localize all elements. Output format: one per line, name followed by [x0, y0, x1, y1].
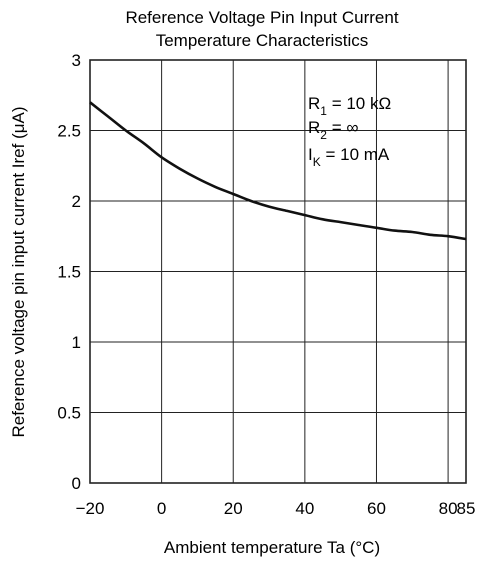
- x-tick-label: 80: [439, 499, 458, 518]
- x-tick-label: 60: [367, 499, 386, 518]
- x-tick-label: 20: [224, 499, 243, 518]
- chart-title: Reference Voltage Pin Input Current Temp…: [125, 8, 398, 50]
- y-axis-label: Reference voltage pin input current Iref…: [9, 106, 28, 437]
- x-tick-label: 40: [295, 499, 314, 518]
- y-tick-label: 2: [72, 192, 81, 211]
- y-tick-label: 2.5: [57, 122, 81, 141]
- x-tick-label: −20: [76, 499, 105, 518]
- chart-title-line-1: Reference Voltage Pin Input Current: [125, 8, 398, 27]
- chart-title-line-2: Temperature Characteristics: [156, 31, 369, 50]
- condition-line: R1 = 10 kΩ: [308, 94, 391, 118]
- series-group: [89, 101, 467, 241]
- series-line: [89, 101, 467, 241]
- grid: [90, 60, 466, 483]
- y-axis-ticks: 0 0.5 1 1.5 2 2.5 3: [57, 51, 81, 493]
- condition-line: R2 = ∞: [308, 118, 358, 142]
- plot-frame: [89, 59, 467, 484]
- y-tick-label: 0: [72, 474, 81, 493]
- x-tick-label: 0: [157, 499, 166, 518]
- y-tick-label: 1.5: [57, 263, 81, 282]
- x-axis-label: Ambient temperature Ta (°C): [164, 538, 380, 557]
- x-tick-label: 85: [457, 499, 476, 518]
- y-tick-label: 3: [72, 51, 81, 70]
- y-tick-label: 0.5: [57, 404, 81, 423]
- y-tick-label: 1: [72, 333, 81, 352]
- condition-line: IK = 10 mA: [308, 145, 390, 169]
